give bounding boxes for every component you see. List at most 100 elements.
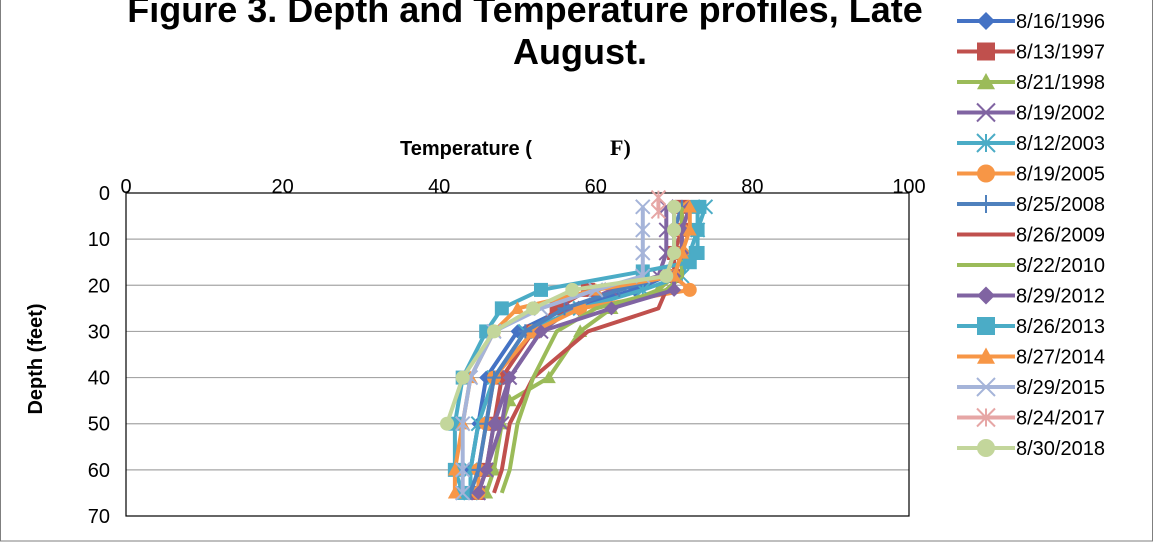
legend-entry: 8/26/2013 [957, 316, 1105, 338]
data-point [502, 370, 517, 385]
data-point [471, 485, 486, 500]
series-8/30/2018 [440, 199, 682, 431]
legend-label: 8/12/2003 [1016, 133, 1105, 155]
data-point [659, 269, 674, 284]
legend-entry: 8/25/2008 [957, 194, 1105, 216]
data-point [479, 462, 494, 477]
legend-entry: 8/16/1996 [957, 11, 1105, 33]
legend-label: 8/27/2014 [1016, 347, 1105, 369]
data-point [682, 255, 697, 270]
data-point [557, 301, 572, 316]
legend-marker [977, 286, 995, 305]
x-tick-label: 60 [585, 176, 607, 198]
data-point [667, 282, 682, 297]
chart-title-line-1: Figure 3. Depth and Temperature profiles… [127, 0, 922, 30]
data-point [635, 199, 651, 215]
legend-label: 8/29/2012 [1016, 286, 1105, 308]
y-tick-label: 40 [88, 368, 110, 390]
legend-entry: 8/27/2014 [957, 347, 1105, 369]
data-point [454, 485, 471, 501]
y-tick-label: 60 [88, 460, 110, 482]
data-point [487, 370, 502, 385]
legend-label: 8/26/2013 [1016, 316, 1105, 338]
data-point [487, 324, 502, 339]
data-point [510, 301, 525, 314]
legend-entry: 8/24/2017 [957, 408, 1105, 430]
legend-marker [976, 133, 996, 153]
y-tick-label: 20 [88, 275, 110, 297]
legend-marker [977, 347, 995, 364]
legend-marker [976, 102, 996, 123]
legend-label: 8/19/2005 [1016, 164, 1105, 186]
legend-entry: 8/29/2012 [957, 286, 1105, 308]
legend-label: 8/22/2010 [1016, 255, 1105, 277]
y-tick-label: 50 [88, 414, 110, 436]
data-point [447, 462, 462, 476]
legend-entry: 8/12/2003 [957, 133, 1105, 155]
legend-entry: 8/21/1998 [957, 72, 1105, 94]
data-point [533, 324, 548, 339]
data-point [440, 416, 455, 431]
legend-label: 8/19/2002 [1016, 103, 1105, 125]
data-point [667, 199, 682, 214]
data-point [650, 189, 667, 206]
y-tick-labels: 0 10 20 30 40 50 60 70 [88, 183, 110, 528]
legend-marker [977, 42, 995, 61]
data-point [565, 282, 580, 297]
data-point [454, 416, 471, 432]
chart-title-line-2: August. [513, 31, 647, 72]
data-point [533, 282, 548, 297]
x-tick-label: 40 [428, 176, 450, 198]
y-tick-label: 30 [88, 321, 110, 343]
data-point [518, 324, 533, 339]
data-point [494, 301, 509, 316]
legend-label: 8/13/1997 [1016, 42, 1105, 64]
x-axis-label: Temperature (F) [400, 135, 631, 160]
data-point [447, 485, 462, 499]
y-tick-label: 70 [88, 506, 110, 528]
legend-label: 8/16/1996 [1016, 11, 1105, 33]
legend-marker [976, 377, 996, 397]
data-point [667, 245, 682, 260]
legend-marker [977, 164, 995, 183]
data-point [455, 370, 470, 385]
legend-entry: 8/19/2002 [957, 103, 1105, 125]
legend-label: 8/25/2008 [1016, 194, 1105, 216]
x-axis-label-text: Temperature ( [400, 138, 532, 160]
series-layer [440, 189, 714, 501]
legend: 8/16/1996 8/13/1997 8/21/1998 8/19/2002 8/12… [957, 11, 1105, 460]
data-point [635, 222, 651, 238]
legend-entry: 8/13/1997 [957, 42, 1105, 64]
legend-marker [976, 407, 996, 428]
data-point [487, 416, 502, 431]
y-axis-label: Depth (feet) [25, 303, 47, 414]
x-tick-label: 80 [741, 176, 763, 198]
y-tick-label: 10 [88, 229, 110, 251]
legend-label: 8/24/2017 [1016, 408, 1105, 430]
y-tick-label: 0 [99, 183, 110, 205]
legend-entry: 8/19/2005 [957, 164, 1105, 186]
legend-entry: 8/29/2015 [957, 377, 1105, 399]
legend-marker [977, 195, 995, 213]
x-tick-label: 0 [120, 176, 131, 198]
data-point [604, 301, 619, 316]
legend-marker [977, 317, 995, 335]
legend-marker [977, 439, 995, 457]
data-point [541, 370, 556, 384]
legend-label: 8/21/1998 [1016, 72, 1105, 94]
plot-area-border [125, 192, 910, 517]
data-point [667, 222, 682, 237]
legend-label: 8/26/2009 [1016, 225, 1105, 247]
legend-label: 8/30/2018 [1016, 438, 1105, 460]
legend-label: 8/29/2015 [1016, 377, 1105, 399]
legend-marker [977, 73, 995, 90]
data-point [682, 199, 697, 213]
data-point [682, 282, 697, 297]
data-point [454, 462, 471, 478]
legend-marker [977, 12, 995, 30]
data-point [526, 301, 541, 316]
x-tick-label: 20 [271, 176, 293, 198]
series-8/24/2017 [650, 189, 667, 220]
